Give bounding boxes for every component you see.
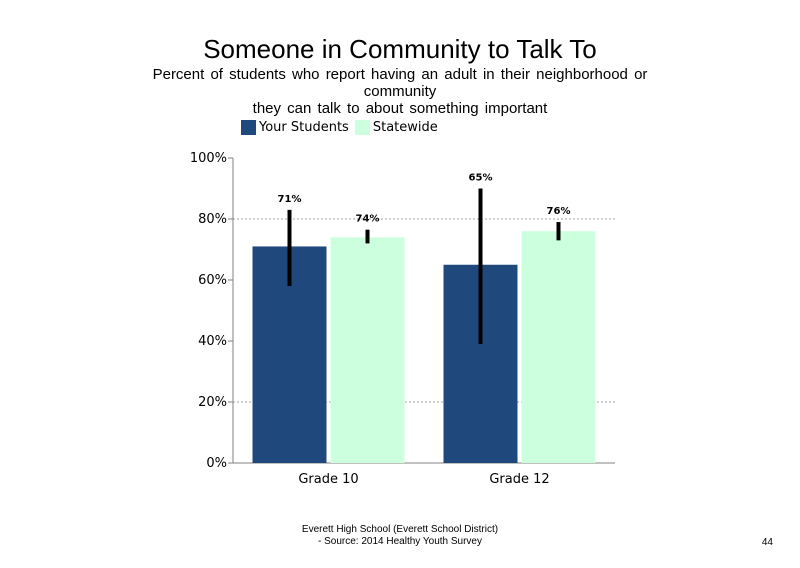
- chart-subtitle: Percent of students who report having an…: [120, 66, 680, 116]
- y-tick-label: 40%: [198, 334, 227, 349]
- x-tick-label: Grade 12: [489, 472, 549, 487]
- bar-statewide: [521, 231, 596, 463]
- data-label: 74%: [356, 214, 380, 225]
- subtitle-line-3: they can talk to about something importa…: [252, 100, 548, 116]
- y-tick-label: 80%: [198, 212, 227, 227]
- footer: Everett High School (Everett School Dist…: [200, 524, 600, 548]
- footer-source: - Source: 2014 Healthy Youth Survey: [318, 536, 482, 547]
- legend-swatch-your-students: [241, 119, 256, 135]
- x-tick-label: Grade 10: [298, 472, 358, 487]
- bar-statewide: [330, 237, 405, 463]
- footer-school: Everett High School (Everett School Dist…: [301, 524, 499, 535]
- subtitle-line-1: Percent of students who report having an…: [152, 66, 648, 83]
- data-label: 65%: [469, 173, 493, 184]
- y-tick-label: 60%: [198, 273, 227, 288]
- y-tick-label: 100%: [190, 151, 227, 166]
- page-number: 44: [761, 537, 773, 548]
- data-label: 76%: [547, 206, 571, 217]
- data-label: 71%: [278, 194, 302, 205]
- y-tick-label: 20%: [198, 395, 227, 410]
- subtitle-line-2: community: [363, 83, 437, 100]
- legend-label-statewide: Statewide: [372, 119, 438, 135]
- legend-swatch-statewide: [354, 119, 370, 135]
- chart-title: Someone in Community to Talk To: [203, 34, 597, 64]
- y-tick-label: 0%: [206, 456, 227, 471]
- legend-item-statewide: Statewide: [354, 119, 438, 135]
- legend: Your Students Statewide: [241, 118, 444, 136]
- legend-item-your-students: Your Students: [241, 119, 349, 135]
- legend-label-your-students: Your Students: [259, 119, 349, 135]
